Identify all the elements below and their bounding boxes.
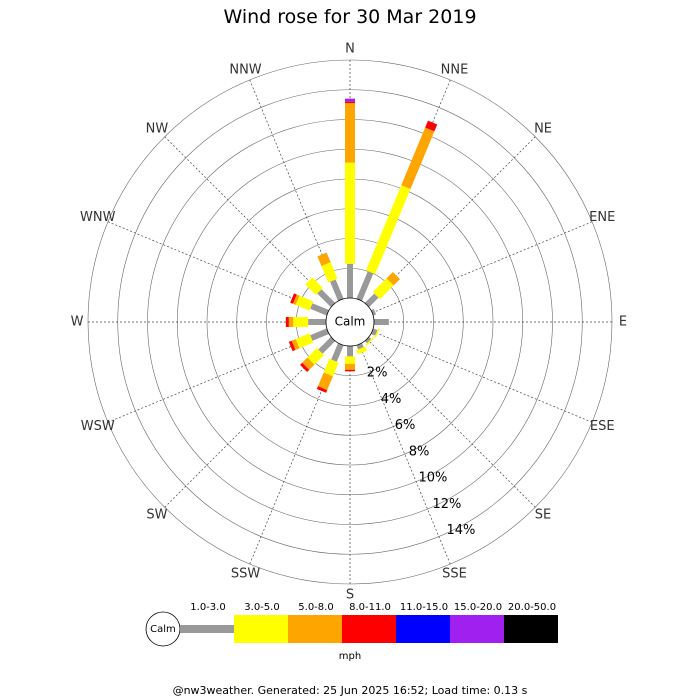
bar-nne-1.0-3.0 xyxy=(356,271,374,301)
calm-circle xyxy=(325,297,375,347)
legend-swatch-5.0-8.0 xyxy=(288,615,342,643)
legend-label-5.0-8.0: 5.0-8.0 xyxy=(298,602,333,613)
radial-tick-label: 4% xyxy=(381,392,402,407)
bar-ene-1.0-3.0 xyxy=(371,308,377,316)
legend-swatch-15.0-20.0 xyxy=(450,615,504,643)
radial-tick-label: 6% xyxy=(395,418,416,433)
bar-wnw-3.0-5.0 xyxy=(295,295,314,311)
footer-text: @nw3weather. Generated: 25 Jun 2025 16:5… xyxy=(172,684,528,697)
radial-tick-label: 2% xyxy=(367,365,388,380)
legend-swatch-1.0-3.0 xyxy=(180,625,234,633)
radial-tick-label: 14% xyxy=(446,523,475,538)
bar-ssw-3.0-5.0 xyxy=(323,358,339,377)
bar-s-3.0-5.0 xyxy=(345,356,355,364)
direction-label-nne: NNE xyxy=(441,62,469,77)
bar-wnw-1.0-3.0 xyxy=(310,303,329,316)
direction-label-e: E xyxy=(619,315,627,330)
bar-w-8.0-11.0 xyxy=(285,317,289,327)
bar-ne-3.0-5.0 xyxy=(372,278,394,300)
direction-label-n: N xyxy=(345,42,355,57)
bar-se-1.0-3.0 xyxy=(364,336,372,344)
bar-sse-3.0-5.0 xyxy=(356,346,368,355)
bar-wsw-5.0-8.0 xyxy=(291,339,300,351)
direction-label-wsw: WSW xyxy=(81,419,115,434)
radial-tick-label: 10% xyxy=(419,471,448,486)
legend-label-15.0-20.0: 15.0-20.0 xyxy=(454,602,502,613)
direction-label-s: S xyxy=(346,588,354,603)
bar-nnw-5.0-8.0 xyxy=(317,252,331,267)
bar-n-5.0-8.0 xyxy=(345,103,355,163)
bar-nw-3.0-5.0 xyxy=(305,277,323,295)
bar-ne-5.0-8.0 xyxy=(386,272,400,286)
direction-label-ese: ESE xyxy=(590,419,615,434)
legend-swatch-8.0-11.0 xyxy=(342,615,396,643)
bar-nne-8.0-11.0 xyxy=(425,120,438,132)
bar-nne-5.0-8.0 xyxy=(401,127,435,190)
bar-sw-3.0-5.0 xyxy=(307,348,324,365)
bar-sw-1.0-3.0 xyxy=(318,336,336,354)
direction-label-nw: NW xyxy=(146,121,169,136)
legend-calm-label: Calm xyxy=(150,624,176,635)
bar-ssw-5.0-8.0 xyxy=(317,372,333,391)
radial-tick-label: 12% xyxy=(432,497,461,512)
calm-label: Calm xyxy=(335,315,366,329)
bar-wsw-3.0-5.0 xyxy=(295,333,314,349)
bar-nnw-1.0-3.0 xyxy=(330,279,344,301)
bar-ese-3.0-5.0 xyxy=(374,328,380,339)
legend-swatch-11.0-15.0 xyxy=(396,615,450,643)
bar-wnw-5.0-8.0 xyxy=(292,294,300,305)
direction-label-w: W xyxy=(71,315,84,330)
radial-tick-label: 8% xyxy=(409,444,430,459)
bar-nne-3.0-5.0 xyxy=(365,185,411,275)
bar-ssw-1.0-3.0 xyxy=(331,343,344,362)
legend-swatch-3.0-5.0 xyxy=(234,615,288,643)
bar-sw-8.0-11.0 xyxy=(300,362,310,372)
bar-sw-5.0-8.0 xyxy=(302,357,315,370)
direction-label-se: SE xyxy=(535,508,551,523)
direction-label-sse: SSE xyxy=(442,567,467,582)
bar-s-5.0-8.0 xyxy=(345,363,355,370)
bar-nw-1.0-3.0 xyxy=(317,289,336,308)
legend-label-1.0-3.0: 1.0-3.0 xyxy=(190,602,225,613)
bar-w-1.0-3.0 xyxy=(308,319,326,325)
legend-label-3.0-5.0: 3.0-5.0 xyxy=(244,602,279,613)
bar-n-15.0-20.0 xyxy=(345,98,355,102)
bar-ne-1.0-3.0 xyxy=(364,293,379,308)
bar-e-1.0-3.0 xyxy=(374,319,389,325)
bar-nnw-3.0-5.0 xyxy=(321,262,338,283)
legend-label-8.0-11.0: 8.0-11.0 xyxy=(349,602,391,613)
legend-label-20.0-50.0: 20.0-50.0 xyxy=(508,602,556,613)
direction-label-ssw: SSW xyxy=(231,567,261,582)
direction-label-ne: NE xyxy=(534,121,552,136)
legend-unit-label: mph xyxy=(339,651,361,662)
direction-label-ene: ENE xyxy=(589,210,615,225)
bar-n-8.0-11.0 xyxy=(345,101,355,104)
chart-title: Wind rose for 30 Mar 2019 xyxy=(223,6,477,28)
bar-wnw-8.0-11.0 xyxy=(290,293,297,304)
direction-label-wnw: WNW xyxy=(80,210,116,225)
bar-n-3.0-5.0 xyxy=(345,162,355,264)
direction-label-sw: SW xyxy=(146,508,167,523)
bar-w-3.0-5.0 xyxy=(293,317,309,327)
bar-wsw-8.0-11.0 xyxy=(288,340,296,352)
bar-w-5.0-8.0 xyxy=(288,317,294,327)
bar-n-1.0-3.0 xyxy=(347,263,353,298)
bar-s-8.0-11.0 xyxy=(345,369,355,372)
bar-s-1.0-3.0 xyxy=(347,346,353,357)
bar-ssw-8.0-11.0 xyxy=(316,386,328,393)
legend-swatch-20.0-50.0 xyxy=(504,615,558,643)
bar-wsw-1.0-3.0 xyxy=(310,328,329,341)
legend-label-11.0-15.0: 11.0-15.0 xyxy=(400,602,448,613)
bar-se-3.0-5.0 xyxy=(365,337,374,346)
direction-label-nnw: NNW xyxy=(229,62,261,77)
